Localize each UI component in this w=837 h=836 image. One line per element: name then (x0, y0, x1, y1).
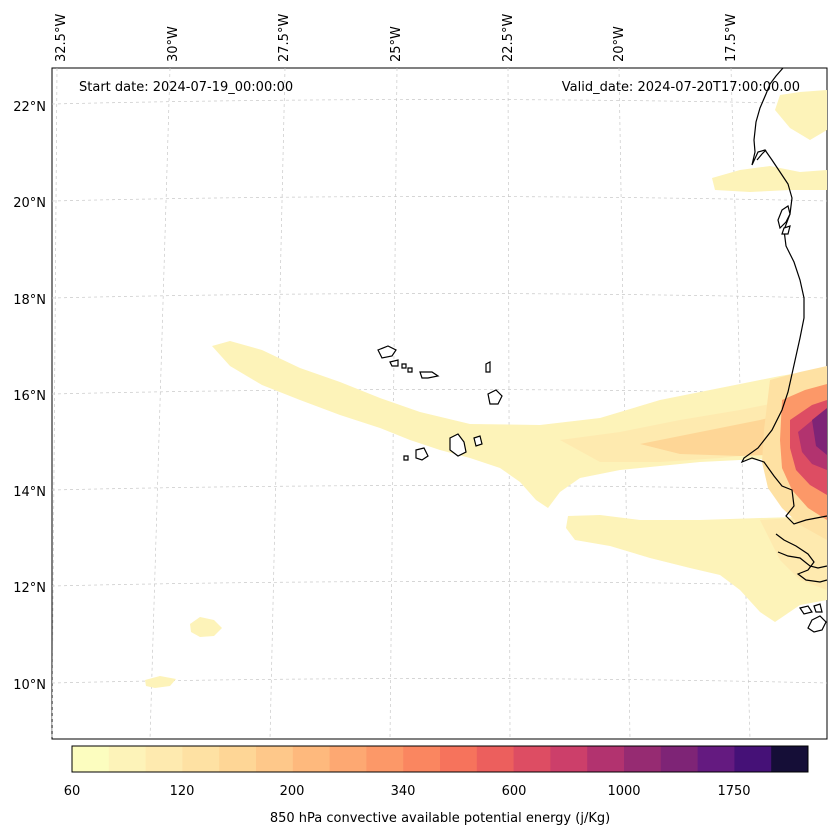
colorbar-cell (734, 746, 772, 772)
colorbar-cell (476, 746, 515, 772)
bijagos-islands (799, 603, 827, 633)
colorbar-cell (440, 746, 478, 772)
latitude-labels: 22°N 20°N 18°N 16°N 14°N 12°N 10°N (13, 100, 46, 693)
colorbar-cell (256, 746, 294, 772)
lat-label-16n: 16°N (13, 389, 46, 404)
africa-coastline (740, 67, 828, 525)
colorbar-cell (771, 746, 809, 772)
cap-blanc-coast (756, 149, 767, 161)
colorbar-cell (72, 746, 110, 772)
colorbar-tick-340: 340 (391, 784, 416, 799)
colorbar-cell (329, 746, 367, 772)
cape-patch-west-2 (145, 676, 176, 688)
colorbar-cell (145, 746, 183, 772)
valid-date-label: Valid_date: 2024-07-20T17:00:00.00 (562, 80, 800, 95)
start-date-label: Start date: 2024-07-19_00:00:00 (79, 80, 293, 95)
cape-core-peak (812, 408, 827, 455)
colorbar-ticks: 60 120 200 340 600 1000 1750 (64, 784, 751, 799)
longitude-labels: 32.5°W 30°W 27.5°W 25°W 22.5°W 20°W 17.5… (54, 14, 739, 62)
cape-band-north-east-2 (775, 90, 827, 140)
cape-band-south (566, 515, 827, 622)
lat-label-20n: 20°N (13, 196, 46, 211)
lat-label-12n: 12°N (13, 581, 46, 596)
colorbar-cell (403, 746, 441, 772)
lon-label-17-5w: 17.5°W (724, 14, 739, 62)
cape-verde-islands (377, 345, 503, 461)
lat-label-18n: 18°N (13, 293, 46, 308)
colorbar-cell (550, 746, 588, 772)
colorbar-cell (587, 746, 625, 772)
lon-label-32-5w: 32.5°W (54, 14, 69, 62)
lat-label-10n: 10°N (13, 678, 46, 693)
colorbar (72, 746, 809, 772)
colorbar-cell (219, 746, 257, 772)
colorbar-cell (292, 746, 331, 772)
colorbar-cell (660, 746, 699, 772)
colorbar-tick-120: 120 (170, 784, 195, 799)
lon-label-25w: 25°W (389, 26, 404, 62)
lat-label-22n: 22°N (13, 100, 46, 115)
colorbar-cell (624, 746, 662, 772)
colorbar-cell (182, 746, 220, 772)
colorbar-tick-60: 60 (64, 784, 81, 799)
bijagos-coast (777, 551, 828, 569)
lon-label-30w: 30°W (166, 26, 181, 62)
colorbar-tick-600: 600 (502, 784, 527, 799)
coastal-island-north (777, 205, 791, 230)
lat-label-14n: 14°N (13, 485, 46, 500)
cape-patch-west-1 (190, 617, 222, 637)
colorbar-frame (71, 745, 809, 773)
coastal-island-north-2 (781, 225, 791, 235)
cape-band-north-east (712, 166, 827, 192)
colorbar-cell (108, 746, 147, 772)
colorbar-cell (366, 746, 404, 772)
colorbar-label: 850 hPa convective available potential e… (270, 811, 610, 826)
lon-label-22-5w: 22.5°W (501, 14, 516, 62)
lon-label-27-5w: 27.5°W (277, 14, 292, 62)
colorbar-tick-200: 200 (280, 784, 305, 799)
lon-label-20w: 20°W (612, 26, 627, 62)
colorbar-cell (697, 746, 735, 772)
colorbar-tick-1750: 1750 (717, 784, 750, 799)
colorbar-cell (513, 746, 551, 772)
colorbar-tick-1000: 1000 (607, 784, 640, 799)
